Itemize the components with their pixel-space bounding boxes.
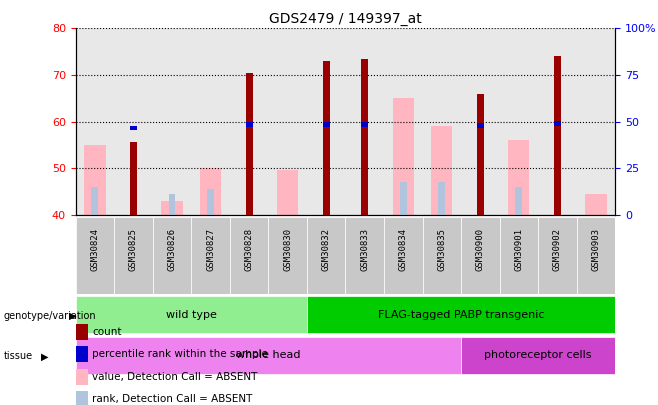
Text: photoreceptor cells: photoreceptor cells: [484, 350, 592, 360]
Bar: [345, 28, 384, 215]
Text: ▶: ▶: [41, 352, 48, 361]
Text: value, Detection Call = ABSENT: value, Detection Call = ABSENT: [92, 372, 257, 382]
FancyBboxPatch shape: [76, 217, 114, 294]
Bar: [400, 182, 407, 215]
FancyBboxPatch shape: [153, 217, 191, 294]
Bar: [161, 201, 183, 215]
Bar: [245, 122, 253, 127]
Bar: [84, 145, 105, 215]
Bar: [245, 72, 253, 215]
Bar: [76, 28, 114, 215]
Bar: [322, 122, 330, 127]
FancyBboxPatch shape: [384, 217, 422, 294]
FancyBboxPatch shape: [191, 217, 230, 294]
Bar: [76, 337, 461, 374]
Bar: [307, 296, 615, 333]
FancyBboxPatch shape: [576, 217, 615, 294]
Text: whole head: whole head: [236, 350, 301, 360]
Bar: [477, 123, 484, 128]
Text: GSM30900: GSM30900: [476, 228, 485, 271]
Text: GSM30835: GSM30835: [438, 228, 446, 271]
Bar: [191, 28, 230, 215]
Title: GDS2479 / 149397_at: GDS2479 / 149397_at: [269, 12, 422, 26]
Bar: [477, 94, 484, 215]
FancyBboxPatch shape: [499, 217, 538, 294]
Bar: [277, 171, 298, 215]
Bar: [438, 182, 445, 215]
Text: GSM30824: GSM30824: [90, 228, 99, 271]
FancyBboxPatch shape: [538, 217, 576, 294]
Bar: [153, 28, 191, 215]
FancyBboxPatch shape: [268, 217, 307, 294]
Text: FLAG-tagged PABP transgenic: FLAG-tagged PABP transgenic: [378, 310, 544, 320]
Bar: [515, 187, 522, 215]
Text: GSM30832: GSM30832: [322, 228, 331, 271]
Bar: [322, 61, 330, 215]
Bar: [168, 194, 176, 215]
Bar: [207, 189, 214, 215]
Bar: [361, 122, 368, 127]
Bar: [499, 28, 538, 215]
FancyBboxPatch shape: [230, 217, 268, 294]
Text: ▶: ▶: [69, 311, 76, 321]
FancyBboxPatch shape: [422, 217, 461, 294]
Bar: [130, 143, 137, 215]
Bar: [361, 59, 368, 215]
Bar: [554, 56, 561, 215]
Text: GSM30833: GSM30833: [360, 228, 369, 271]
Text: GSM30834: GSM30834: [399, 228, 408, 271]
Bar: [76, 296, 307, 333]
Bar: [422, 28, 461, 215]
Bar: [576, 28, 615, 215]
Text: GSM30827: GSM30827: [206, 228, 215, 271]
Bar: [307, 28, 345, 215]
Bar: [91, 187, 99, 215]
Bar: [586, 194, 607, 215]
Text: GSM30902: GSM30902: [553, 228, 562, 271]
Text: GSM30828: GSM30828: [245, 228, 253, 271]
Text: GSM30826: GSM30826: [168, 228, 176, 271]
Bar: [461, 28, 499, 215]
Bar: [268, 28, 307, 215]
Text: genotype/variation: genotype/variation: [3, 311, 96, 321]
Bar: [508, 140, 530, 215]
FancyBboxPatch shape: [307, 217, 345, 294]
FancyBboxPatch shape: [114, 217, 153, 294]
Text: GSM30903: GSM30903: [592, 228, 601, 271]
Bar: [431, 126, 453, 215]
Bar: [230, 28, 268, 215]
Text: GSM30825: GSM30825: [129, 228, 138, 271]
Text: wild type: wild type: [166, 310, 216, 320]
Text: GSM30901: GSM30901: [515, 228, 523, 271]
Bar: [554, 121, 561, 126]
Bar: [200, 168, 221, 215]
Text: count: count: [92, 327, 122, 337]
FancyBboxPatch shape: [461, 217, 499, 294]
Text: rank, Detection Call = ABSENT: rank, Detection Call = ABSENT: [92, 394, 253, 404]
Bar: [384, 28, 422, 215]
Bar: [393, 98, 414, 215]
Bar: [538, 28, 576, 215]
Text: tissue: tissue: [3, 352, 32, 361]
Text: percentile rank within the sample: percentile rank within the sample: [92, 350, 268, 359]
FancyBboxPatch shape: [345, 217, 384, 294]
Bar: [461, 337, 615, 374]
Bar: [130, 126, 137, 130]
Bar: [114, 28, 153, 215]
Text: GSM30830: GSM30830: [283, 228, 292, 271]
